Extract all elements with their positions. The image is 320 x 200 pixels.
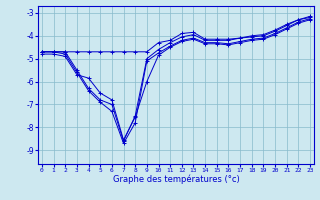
- X-axis label: Graphe des températures (°c): Graphe des températures (°c): [113, 175, 239, 184]
